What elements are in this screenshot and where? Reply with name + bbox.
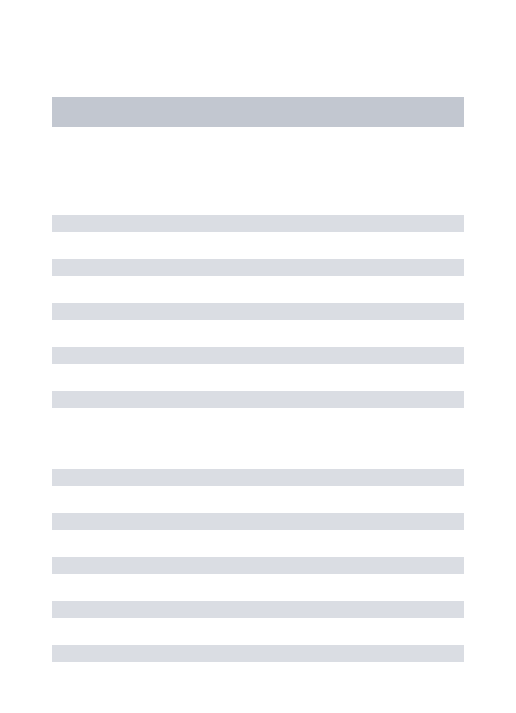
skeleton-group-1 — [52, 215, 464, 408]
skeleton-line — [52, 215, 464, 232]
skeleton-header — [52, 97, 464, 127]
skeleton-line — [52, 303, 464, 320]
skeleton-line — [52, 557, 464, 574]
skeleton-line — [52, 601, 464, 618]
skeleton-line — [52, 645, 464, 662]
skeleton-gap — [52, 435, 464, 469]
skeleton-line — [52, 391, 464, 408]
skeleton-container — [0, 0, 516, 662]
skeleton-line — [52, 259, 464, 276]
skeleton-line — [52, 469, 464, 486]
skeleton-group-2 — [52, 469, 464, 662]
skeleton-line — [52, 347, 464, 364]
skeleton-line — [52, 513, 464, 530]
